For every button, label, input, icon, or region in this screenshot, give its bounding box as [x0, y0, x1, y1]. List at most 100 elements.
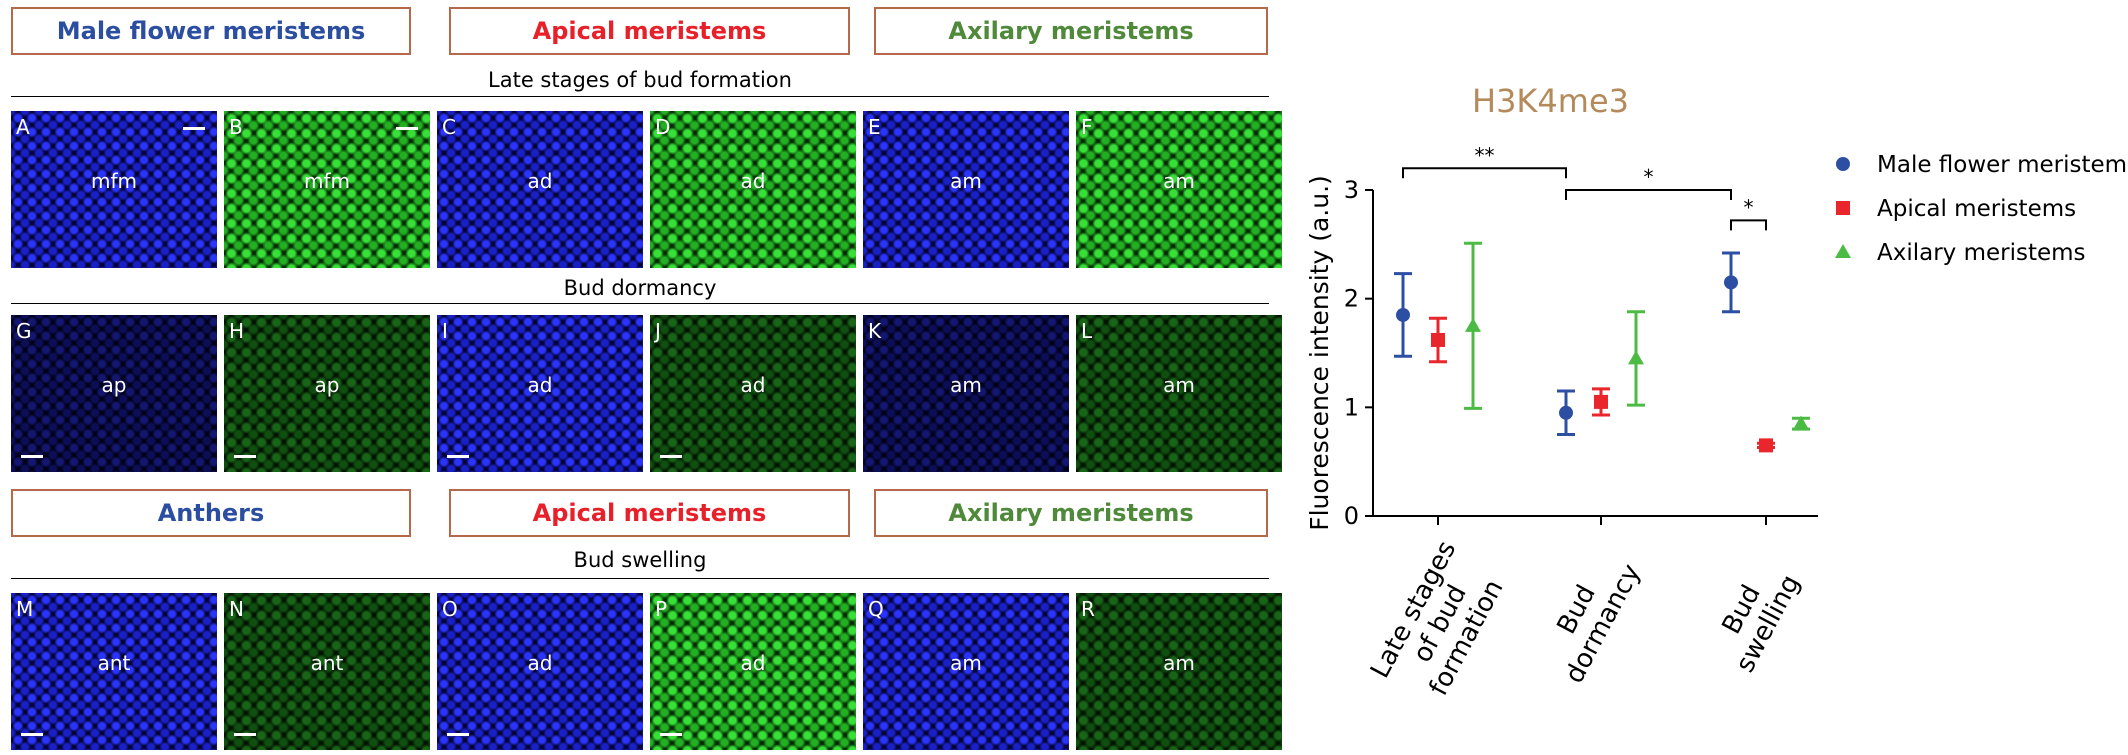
legend-label: Male flower meristems: [1877, 152, 2128, 178]
y-tick-label: 0: [1344, 502, 1359, 530]
panel-letter: Q: [868, 597, 884, 621]
y-tick-label: 1: [1344, 393, 1359, 421]
divider: [11, 303, 1269, 304]
panel-label: ant: [97, 651, 131, 675]
micrograph: [650, 315, 856, 472]
panel-letter: F: [1081, 115, 1093, 139]
significance-bracket: [1730, 219, 1767, 231]
point: [1628, 350, 1644, 365]
legend-marker: [1835, 244, 1851, 258]
scale-bar: [660, 455, 682, 458]
micrograph: [863, 315, 1069, 472]
scale-bar: [21, 733, 43, 736]
legend-label: Apical meristems: [1877, 196, 2076, 222]
panel-label: ap: [101, 373, 127, 397]
scale-bar: [660, 733, 682, 736]
divider: [11, 578, 1269, 579]
header-box: Male flower meristems: [11, 7, 411, 55]
micrograph: [11, 315, 217, 472]
micrograph: [437, 111, 643, 268]
micrograph: [437, 593, 643, 750]
y-tick-label: 2: [1344, 285, 1359, 313]
legend-marker: [1836, 201, 1850, 215]
point: [1465, 317, 1481, 332]
micrograph: [863, 111, 1069, 268]
header-box: Anthers: [11, 489, 411, 537]
panel-label: am: [1163, 169, 1195, 193]
panel-letter: B: [229, 115, 243, 139]
scale-bar: [396, 127, 418, 130]
point: [1431, 332, 1445, 347]
header-box: Apical meristems: [449, 489, 850, 537]
point: [1759, 438, 1773, 453]
panel-letter: G: [16, 319, 32, 343]
significance-label: **: [1475, 143, 1495, 167]
micrograph: [224, 111, 430, 268]
panel-label: mfm: [303, 169, 350, 193]
panel-letter: D: [655, 115, 671, 139]
stage-title: Bud swelling: [573, 548, 707, 572]
micrograph: [11, 593, 217, 750]
scale-bar: [234, 455, 256, 458]
panel-label: am: [1163, 373, 1195, 397]
stage-title: Late stages of bud formation: [488, 68, 792, 92]
micrograph: [863, 593, 1069, 750]
scale-bar: [234, 733, 256, 736]
panel-letter: R: [1081, 597, 1095, 621]
micrograph: [1076, 111, 1282, 268]
panel-letter: A: [16, 115, 30, 139]
stage-title: Bud dormancy: [563, 276, 717, 300]
panel-letter: I: [442, 319, 448, 343]
chart-title: H3K4me3: [1472, 82, 1629, 120]
micrograph: [650, 593, 856, 750]
panel-letter: K: [868, 319, 882, 343]
panel-label: am: [950, 373, 982, 397]
panel-letter: M: [16, 597, 34, 621]
point: [1559, 405, 1573, 420]
panel-letter: P: [655, 597, 668, 621]
micrograph: [224, 593, 430, 750]
header-box: Apical meristems: [449, 7, 850, 55]
panel-letter: L: [1081, 319, 1093, 343]
micrograph: [650, 111, 856, 268]
point: [1594, 394, 1608, 409]
legend-label: Axilary meristems: [1877, 240, 2086, 266]
scale-bar: [447, 733, 469, 736]
panel-letter: O: [442, 597, 458, 621]
y-axis-label: Fluorescence intensity (a.u.): [1305, 175, 1334, 531]
header-box: Axilary meristems: [874, 489, 1268, 537]
panel-label: ad: [527, 373, 553, 397]
point: [1724, 275, 1738, 290]
panel-label: am: [950, 169, 982, 193]
micrograph: [224, 315, 430, 472]
divider: [11, 96, 1269, 97]
point: [1396, 307, 1410, 322]
scale-bar: [447, 455, 469, 458]
panel-label: ad: [740, 169, 766, 193]
panel-label: ad: [740, 373, 766, 397]
micrograph: [1076, 315, 1282, 472]
y-tick-label: 3: [1344, 176, 1359, 204]
panel-letter: H: [229, 319, 245, 343]
significance-label: *: [1744, 195, 1754, 219]
scale-bar: [183, 127, 205, 130]
panel-label: ad: [527, 169, 553, 193]
panel-letter: E: [868, 115, 881, 139]
panel-label: ap: [314, 373, 340, 397]
panel-label: ant: [310, 651, 344, 675]
panel-label: mfm: [90, 169, 137, 193]
significance-bracket: [1402, 167, 1567, 179]
panel-label: ad: [740, 651, 766, 675]
panel-label: am: [1163, 651, 1195, 675]
scale-bar: [21, 455, 43, 458]
micrograph: [11, 111, 217, 268]
panel-label: am: [950, 651, 982, 675]
legend-marker: [1836, 157, 1850, 171]
panel-letter: C: [442, 115, 456, 139]
panel-letter: J: [655, 319, 661, 343]
micrograph: [437, 315, 643, 472]
micrograph: [1076, 593, 1282, 750]
panel-letter: N: [229, 597, 244, 621]
